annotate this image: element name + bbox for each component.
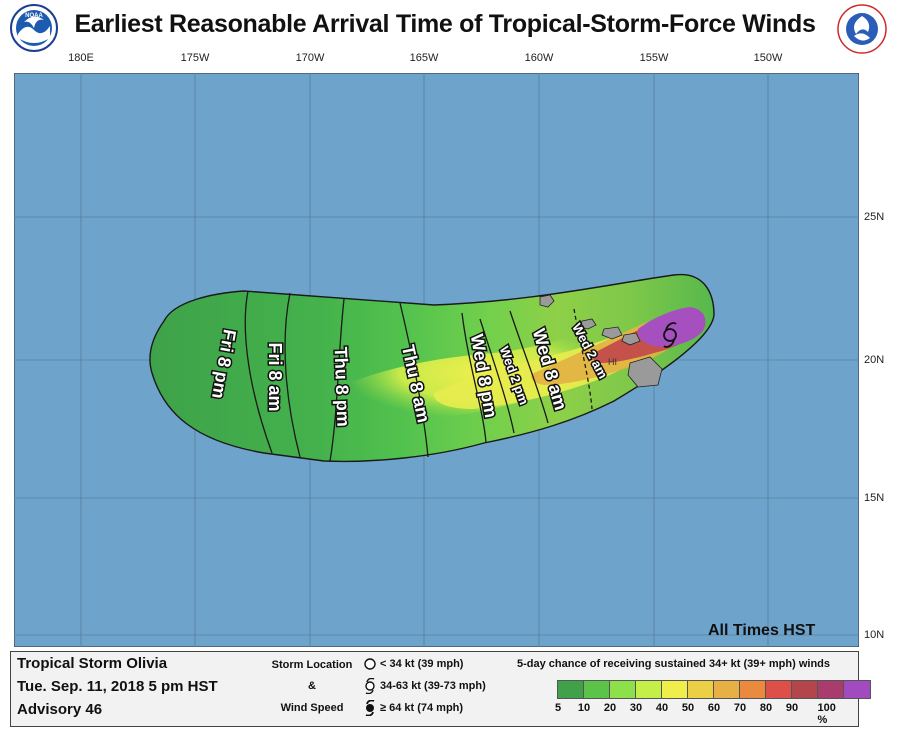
hurricane-icon: [365, 700, 375, 716]
colorbar-swatch-0: [558, 681, 584, 698]
lat-label-20n: 20N: [864, 354, 885, 366]
colorbar-swatch-7: [740, 681, 766, 698]
lon-label-165w: 165W: [409, 52, 439, 64]
advisory-number: Advisory 46: [17, 701, 103, 718]
colorbar-tick-70: 70: [733, 702, 747, 714]
colorbar-swatch-10: [818, 681, 844, 698]
colorbar-swatch-1: [584, 681, 610, 698]
legend-panel: Tropical Storm Olivia Tue. Sep. 11, 2018…: [10, 651, 871, 727]
lon-label-150w: 150W: [753, 52, 783, 64]
svg-text:NOAA: NOAA: [25, 13, 43, 19]
noaa-logo: NOAA: [10, 4, 58, 52]
open-circle-icon: [364, 658, 376, 670]
lon-label-170w: 170W: [295, 52, 325, 64]
colorbar-swatch-6: [714, 681, 740, 698]
lat-label-25n: 25N: [864, 211, 885, 223]
lat-label-10n: 10N: [864, 629, 885, 641]
location-title-3: Wind Speed: [280, 702, 344, 714]
legend-symbol-row-hurricane: ≥ 64 kt (74 mph): [363, 700, 463, 716]
legend-symbol-row-weak: < 34 kt (39 mph): [363, 657, 463, 671]
legend-symbol-label-weak: < 34 kt (39 mph): [380, 658, 464, 670]
colorbar-swatch-4: [662, 681, 688, 698]
colorbar-swatch-2: [610, 681, 636, 698]
hawaii-state-label: HI: [608, 357, 617, 367]
colorbar-tick-20: 20: [603, 702, 617, 714]
nws-logo: [837, 4, 887, 54]
colorbar-swatch-9: [792, 681, 818, 698]
colorbar-tick-60: 60: [707, 702, 721, 714]
hawaiian-islands: [539, 294, 663, 388]
lon-label-175w: 175W: [180, 52, 210, 64]
lon-label-155w: 155W: [639, 52, 669, 64]
colorbar-tick-90: 90: [785, 702, 799, 714]
map-canvas: Fri 8 pm Fri 8 am Thu 8 pm Thu 8 am Wed …: [14, 73, 859, 647]
probability-title: 5-day chance of receiving sustained 34+ …: [517, 658, 830, 670]
colorbar-swatch-5: [688, 681, 714, 698]
lon-label-180e: 180E: [68, 52, 94, 64]
colorbar-swatch-3: [636, 681, 662, 698]
tropical-storm-icon: [365, 678, 375, 694]
location-title-2: &: [308, 680, 316, 692]
colorbar-tick-80: 80: [759, 702, 773, 714]
colorbar-tick-30: 30: [629, 702, 643, 714]
colorbar-tick-40: 40: [655, 702, 669, 714]
advisory-date: Tue. Sep. 11, 2018 5 pm HST: [17, 678, 218, 695]
legend-symbol-label-ts: 34-63 kt (39-73 mph): [380, 680, 486, 692]
colorbar-tick-100: 100 %: [817, 702, 836, 726]
swath-peak: [637, 307, 706, 347]
page-title: Earliest Reasonable Arrival Time of Trop…: [74, 10, 816, 38]
lon-label-160w: 160W: [524, 52, 554, 64]
all-times-note: All Times HST: [708, 622, 816, 639]
tropical-storm-icon: [663, 322, 677, 348]
legend-symbol-label-hurricane: ≥ 64 kt (74 mph): [380, 702, 464, 714]
swath-core: [344, 325, 625, 420]
colorbar-swatch-8: [766, 681, 792, 698]
location-title-1: Storm Location: [271, 659, 353, 671]
colorbar-swatch-11: [844, 681, 870, 698]
legend-symbol-row-ts: 34-63 kt (39-73 mph): [363, 678, 486, 694]
isochrones: [244, 290, 593, 462]
time-label-thu-8pm: Thu 8 pm: [331, 346, 354, 427]
storm-name: Tropical Storm Olivia: [17, 655, 168, 672]
colorbar-tick-5: 5: [554, 702, 562, 714]
colorbar-tick-50: 50: [681, 702, 695, 714]
time-label-fri-8am: Fri 8 am: [265, 342, 285, 411]
colorbar-tick-10: 10: [577, 702, 591, 714]
probability-colorbar: [557, 680, 871, 699]
lat-label-15n: 15N: [864, 492, 885, 504]
